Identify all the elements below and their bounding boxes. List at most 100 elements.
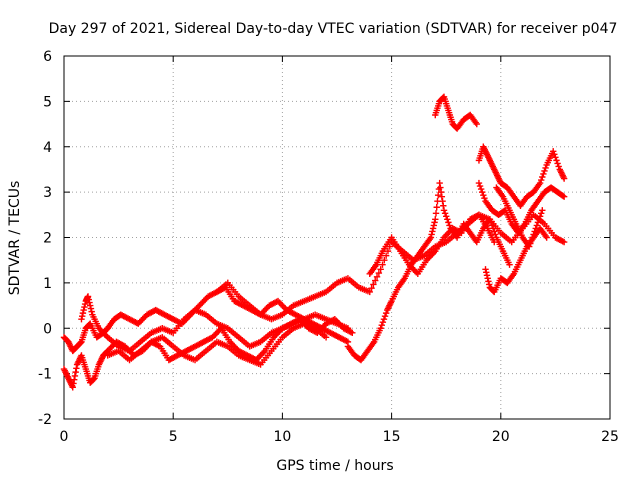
y-tick-labels: -2 -1 0 1 2 3 4 5 6	[38, 49, 52, 428]
data-point	[432, 210, 440, 217]
data-point	[559, 192, 567, 200]
data-point	[440, 207, 448, 214]
data-point	[428, 231, 435, 238]
data-point	[538, 210, 545, 217]
data-point	[377, 325, 384, 332]
y-tick-label: 5	[43, 94, 52, 110]
data-point	[477, 185, 485, 193]
data-point	[370, 281, 377, 288]
data-point	[531, 228, 538, 235]
data-point	[552, 154, 559, 161]
data-point	[80, 306, 87, 314]
x-tick-label: 25	[601, 429, 619, 445]
y-axis-label: SDTVAR / TECUs	[7, 181, 23, 296]
data-point	[431, 219, 438, 226]
data-point	[438, 193, 446, 200]
series-track-c	[78, 293, 352, 355]
data-point	[481, 194, 488, 202]
data-point	[444, 216, 451, 223]
data-marks	[60, 93, 568, 391]
grid-lines	[64, 56, 610, 419]
x-tick-label: 0	[60, 429, 69, 445]
data-point	[366, 288, 373, 296]
axis-ticks	[63, 55, 611, 420]
data-point	[69, 384, 76, 391]
data-point	[485, 278, 492, 285]
data-point	[427, 234, 435, 241]
data-point	[491, 238, 498, 246]
x-tick-labels: 0 5 10 15 20 25	[60, 429, 619, 445]
series-track-h	[432, 93, 480, 132]
data-point	[541, 167, 548, 175]
data-point	[482, 266, 489, 273]
data-point	[542, 164, 549, 172]
series-track-l	[493, 184, 546, 250]
data-point	[486, 216, 494, 223]
data-point	[484, 275, 491, 282]
data-point	[475, 179, 483, 187]
data-point	[480, 191, 487, 199]
data-point	[439, 198, 446, 205]
data-point	[553, 157, 560, 164]
data-point	[81, 303, 88, 311]
data-point	[539, 173, 546, 181]
data-point	[73, 365, 80, 372]
y-tick-label: -1	[38, 367, 52, 383]
data-point	[489, 225, 497, 232]
data-point	[492, 231, 499, 238]
data-point	[443, 213, 450, 220]
data-point	[560, 193, 568, 200]
data-point	[381, 312, 389, 320]
data-point	[430, 222, 438, 229]
data-point	[560, 175, 568, 182]
data-point	[382, 252, 390, 259]
data-point	[85, 296, 92, 303]
data-point	[437, 184, 444, 191]
data-point	[87, 302, 94, 309]
data-point	[476, 182, 484, 190]
chart-title: Day 297 of 2021, Sidereal Day-to-day VTE…	[49, 21, 618, 37]
data-point	[554, 160, 561, 167]
data-point	[349, 329, 356, 336]
data-point	[528, 237, 535, 244]
data-point	[527, 240, 534, 247]
data-point	[540, 170, 547, 178]
y-tick-label: 6	[43, 49, 52, 65]
data-point	[440, 202, 447, 209]
data-point	[487, 219, 495, 226]
data-point	[373, 273, 381, 281]
data-point	[543, 234, 550, 241]
data-point	[445, 219, 452, 226]
data-point	[533, 222, 541, 229]
x-axis-label: GPS time / hours	[276, 458, 393, 474]
data-point	[483, 269, 490, 276]
data-point	[437, 188, 445, 196]
data-point	[441, 210, 449, 217]
data-point	[538, 176, 545, 184]
x-tick-label: 15	[383, 429, 401, 445]
data-point	[560, 238, 568, 246]
data-point	[432, 216, 439, 223]
data-point	[485, 281, 493, 288]
data-point	[322, 334, 330, 341]
data-point	[529, 234, 536, 241]
data-point	[377, 266, 384, 273]
y-tick-label: 0	[43, 321, 52, 337]
data-point	[71, 372, 79, 380]
data-point	[536, 179, 544, 187]
data-point	[429, 228, 436, 235]
data-point	[483, 272, 491, 279]
x-tick-label: 10	[273, 429, 291, 445]
data-point	[536, 213, 544, 220]
data-point	[381, 256, 388, 264]
y-tick-label: 3	[43, 185, 52, 201]
data-point	[70, 380, 77, 387]
x-tick-label: 5	[169, 429, 178, 445]
x-tick-label: 20	[492, 429, 510, 445]
data-point	[379, 319, 387, 326]
data-point	[87, 305, 95, 312]
data-point	[550, 148, 557, 155]
data-point	[532, 225, 539, 232]
data-point	[491, 228, 498, 235]
